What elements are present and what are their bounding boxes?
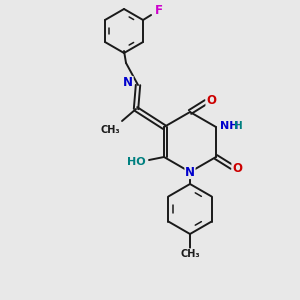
Text: H: H [234, 121, 243, 131]
Text: CH₃: CH₃ [180, 249, 200, 259]
Text: CH₃: CH₃ [100, 125, 120, 135]
Text: N: N [185, 166, 195, 178]
Text: HO: HO [127, 157, 145, 167]
Text: N: N [123, 76, 133, 89]
Text: NH: NH [220, 121, 238, 131]
Text: O: O [232, 163, 242, 176]
Text: O: O [206, 94, 216, 106]
Text: F: F [155, 4, 163, 16]
